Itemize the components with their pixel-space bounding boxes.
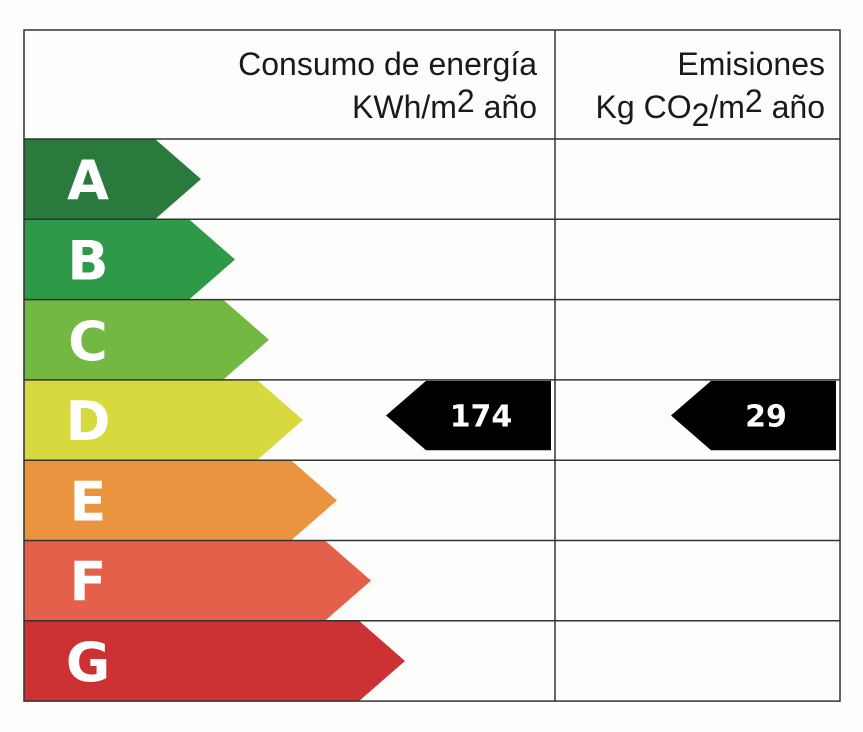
rating-bar-b xyxy=(24,219,235,300)
energy-indicator-value: 174 xyxy=(450,400,513,435)
emissions-header-unit: Kg CO2/m2 año xyxy=(596,83,825,133)
rating-letter-g: G xyxy=(66,631,110,694)
energy-header-unit: KWh/m2 año xyxy=(352,83,537,125)
rating-bar-c xyxy=(24,299,269,380)
rating-bar-f xyxy=(24,540,371,621)
emissions-indicator-value: 29 xyxy=(745,400,787,435)
rating-bar-d xyxy=(24,379,303,461)
table-grid xyxy=(23,29,841,702)
energy-indicator-arrow xyxy=(386,380,551,451)
rating-letter-f: F xyxy=(70,551,107,614)
rating-letter-e: E xyxy=(70,470,107,533)
rating-letter-c: C xyxy=(68,310,108,373)
emissions-header-title: Emisiones xyxy=(677,46,825,82)
rating-letter-b: B xyxy=(67,229,108,292)
rating-bar-a xyxy=(24,139,201,220)
rating-indicators: 174 29 xyxy=(386,380,836,451)
energy-header-title: Consumo de energía xyxy=(238,46,537,82)
emissions-indicator-arrow xyxy=(671,380,836,451)
table-border xyxy=(23,29,841,702)
rating-bar-g xyxy=(24,620,405,702)
rating-letter-d: D xyxy=(66,390,111,453)
rating-letter-a: A xyxy=(67,149,109,212)
rating-bar-e xyxy=(24,460,337,541)
